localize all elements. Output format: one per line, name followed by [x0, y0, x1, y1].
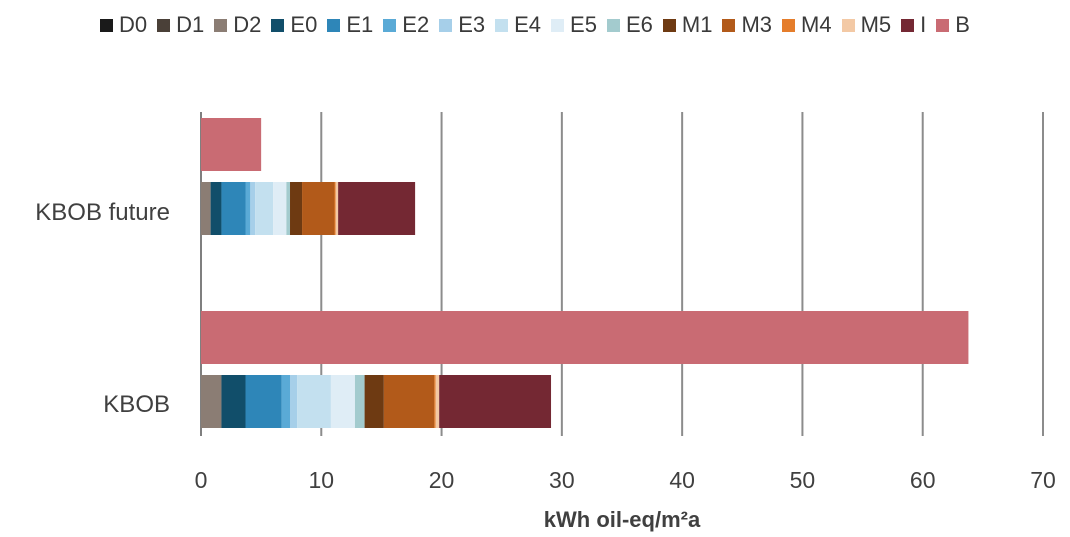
- bar-segment-e1-0: [221, 182, 246, 235]
- bar-segment-i-1: [439, 375, 552, 428]
- bar-segment-e5-1: [330, 375, 355, 428]
- bar-segment-e1-1: [245, 375, 282, 428]
- x-tick-label: 60: [910, 467, 936, 493]
- x-axis-title: kWh oil-eq/m²a: [544, 507, 701, 532]
- x-tick-label: 10: [308, 467, 334, 493]
- bar-segment-e6-1: [354, 375, 365, 428]
- bar-segment-e0-0: [210, 182, 222, 235]
- legend-swatch: [662, 18, 676, 32]
- legend-item-d2: D2: [214, 12, 261, 38]
- legend-label: B: [955, 12, 970, 37]
- bars: [201, 118, 969, 428]
- legend-swatch: [327, 18, 341, 32]
- category-label: KBOB: [103, 391, 170, 418]
- bar-segment-m1-0: [290, 182, 303, 235]
- bar-segment-e2-0: [245, 182, 251, 235]
- legend-label: E5: [570, 12, 597, 37]
- legend-label: E3: [458, 12, 486, 37]
- legend-swatch: [214, 18, 228, 32]
- legend-swatch: [606, 18, 620, 32]
- x-tick-label: 30: [549, 467, 575, 493]
- legend-swatch: [383, 18, 397, 32]
- bar-segment-d2-1: [201, 375, 222, 428]
- legend-item-e6: E6: [606, 12, 653, 38]
- legend-swatch: [782, 18, 795, 32]
- bar-segment-d2-0: [201, 182, 211, 235]
- x-tick-label: 40: [669, 467, 695, 493]
- legend-item-m3: M3: [722, 12, 772, 38]
- legend-swatch: [551, 18, 565, 32]
- bar-segment-e4-0: [255, 182, 274, 235]
- legend-item-e4: E4: [495, 12, 541, 38]
- y-axis-categories: KBOB future KBOB: [35, 199, 170, 418]
- legend-item-m4: M4: [782, 12, 832, 38]
- bar-segment-m5-0: [335, 182, 339, 235]
- legend-item-d0: D0: [100, 12, 147, 38]
- legend-label: D1: [176, 12, 205, 37]
- chart-legend: D0 D1 D2 E0 E1 E2 E3 E4 E5 E6 M1 M3 M4 M5 I B: [0, 8, 1070, 42]
- bar-segment-m4-1: [434, 375, 436, 428]
- x-tick-label: 70: [1030, 467, 1056, 493]
- x-tick-label: 20: [429, 467, 455, 493]
- legend-label: E0: [290, 12, 318, 37]
- bar-segment-i-0: [338, 182, 416, 235]
- legend-item-e3: E3: [439, 12, 485, 38]
- legend-label: E1: [346, 12, 374, 37]
- bar-segment-m5-1: [435, 375, 440, 428]
- bar-segment-e2-1: [281, 375, 291, 428]
- bar-segment-e5-0: [273, 182, 287, 235]
- legend-label: I: [920, 12, 927, 37]
- legend-item-m5: M5: [841, 12, 892, 38]
- legend-swatch: [722, 18, 736, 32]
- legend-swatch: [271, 18, 285, 32]
- legend-label: E6: [625, 12, 653, 37]
- legend-item-d1: D1: [157, 12, 204, 38]
- legend-label: M1: [681, 12, 713, 37]
- legend-swatch: [936, 18, 950, 32]
- legend-swatch: [157, 18, 171, 32]
- bar-b-1: [201, 311, 969, 364]
- legend-label: E2: [402, 12, 430, 37]
- legend-item-b: B: [936, 12, 970, 38]
- legend-swatch: [841, 18, 855, 32]
- bar-segment-m4-0: [334, 182, 336, 235]
- bar-segment-m3-0: [302, 182, 335, 235]
- category-label: KBOB future: [35, 199, 170, 226]
- legend-item-i: I: [901, 12, 926, 38]
- x-tick-label: 50: [790, 467, 816, 493]
- bar-b-0: [201, 118, 262, 171]
- legend-swatch: [439, 18, 453, 32]
- bar-segment-e4-1: [297, 375, 331, 428]
- legend-label: M3: [741, 12, 772, 37]
- legend-item-e5: E5: [551, 12, 597, 38]
- x-axis-ticks: 0 10 20 30 40 50 60 70: [195, 467, 1056, 493]
- legend-swatch: [901, 18, 915, 32]
- legend-item-e1: E1: [327, 12, 373, 38]
- legend-label: M5: [860, 12, 892, 37]
- legend-item-m1: M1: [662, 12, 713, 38]
- legend-label: M4: [801, 12, 832, 37]
- bar-segment-m3-1: [383, 375, 435, 428]
- x-tick-label: 0: [195, 467, 208, 493]
- bar-segment-e6-0: [286, 182, 291, 235]
- legend-label: E4: [514, 12, 542, 37]
- bar-segment-e3-0: [250, 182, 256, 235]
- legend-swatch: [100, 18, 114, 32]
- legend-label: D0: [119, 12, 148, 37]
- legend-item-e2: E2: [383, 12, 429, 38]
- bar-segment-m1-1: [364, 375, 384, 428]
- bar-segment-e3-1: [290, 375, 298, 428]
- legend-item-e0: E0: [271, 12, 317, 38]
- legend-label: D2: [233, 12, 262, 37]
- bar-segment-e0-1: [221, 375, 246, 428]
- legend-swatch: [495, 18, 509, 32]
